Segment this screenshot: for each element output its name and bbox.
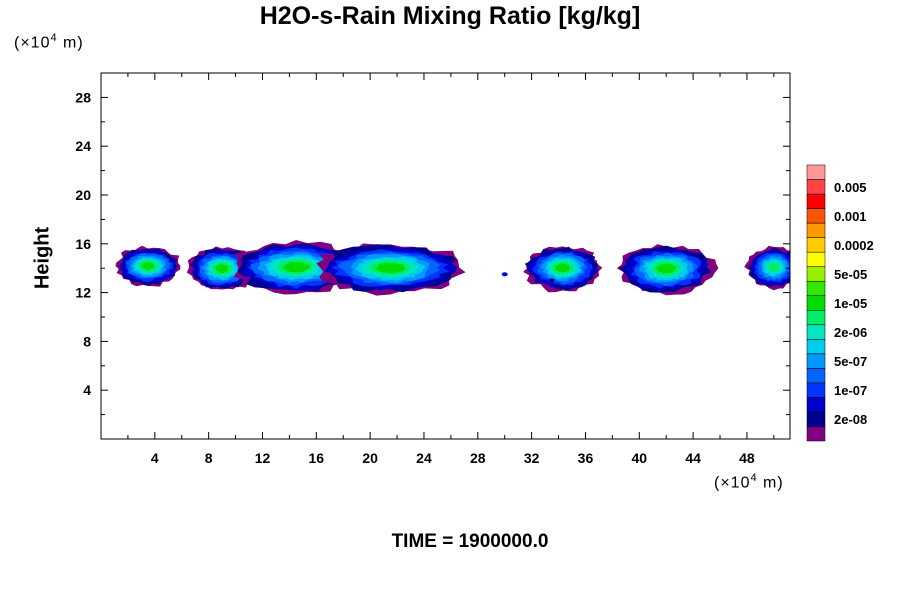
colorbar-label: 0.001 <box>834 209 867 224</box>
contour-level-9 <box>215 263 229 274</box>
colorbar-swatch <box>806 368 826 384</box>
contour-level-8 <box>767 262 780 272</box>
colorbar-label: 1e-05 <box>834 296 867 311</box>
x-tick-label: 24 <box>416 450 432 466</box>
x-axis-unit: (×104 m) <box>714 472 784 492</box>
x-tick-label: 36 <box>578 450 594 466</box>
rain-cell-5 <box>523 246 603 293</box>
x-tick-label: 8 <box>205 450 213 466</box>
colorbar-label: 5e-07 <box>834 354 867 369</box>
colorbar-swatch <box>806 353 826 369</box>
colorbar-swatch <box>806 324 826 340</box>
rain-cell-4 <box>316 243 466 296</box>
colorbar-label: 0.0002 <box>834 238 874 253</box>
x-tick-label: 32 <box>524 450 540 466</box>
colorbar-swatch <box>806 237 826 253</box>
colorbar-label: 2e-06 <box>834 325 867 340</box>
colorbar-label: 5e-05 <box>834 267 867 282</box>
y-tick-label: 12 <box>75 285 91 301</box>
time-label: TIME = 1900000.0 <box>391 531 549 552</box>
colorbar-swatch <box>806 411 826 427</box>
colorbar-swatch <box>806 397 826 413</box>
colorbar-label: 2e-08 <box>834 412 867 427</box>
y-tick-label: 28 <box>75 89 91 105</box>
colorbar-swatch <box>806 280 826 296</box>
colorbar-swatch <box>806 222 826 238</box>
y-tick-label: 4 <box>83 382 91 398</box>
x-tick-label: 40 <box>631 450 647 466</box>
colorbar-swatch <box>806 164 826 180</box>
colorbar-swatch <box>806 295 826 311</box>
colorbar-swatch <box>806 193 826 209</box>
plot-frame <box>100 72 791 440</box>
contour-level-9 <box>141 261 155 271</box>
x-tick-label: 48 <box>739 450 755 466</box>
y-tick-label: 20 <box>75 187 91 203</box>
contour-level-9 <box>656 263 677 274</box>
y-tick-label: 8 <box>83 333 91 349</box>
chart-title: H2O-s-Rain Mixing Ratio [kg/kg] <box>259 2 641 30</box>
rain-cell-2 <box>186 246 255 290</box>
x-tick-label: 44 <box>685 450 701 466</box>
contour-level-9 <box>555 263 571 273</box>
rain-cell-1 <box>115 245 181 287</box>
rain-cell-6 <box>616 244 719 296</box>
colorbar-label: 0.005 <box>834 180 867 195</box>
contour-level-9 <box>375 262 406 274</box>
y-tick-label: 24 <box>75 138 91 154</box>
y-tick-label: 16 <box>75 236 91 252</box>
x-tick-label: 16 <box>309 450 325 466</box>
colorbar-swatch <box>806 208 826 224</box>
colorbar-swatch <box>806 310 826 326</box>
rain-speck-2 <box>548 278 555 283</box>
x-tick-label: 20 <box>362 450 378 466</box>
y-axis-unit: (×104 m) <box>14 32 84 52</box>
colorbar-swatch <box>806 266 826 282</box>
colorbar-legend: 2e-08 1e-07 5e-07 2e-06 1e-05 5e-05 0.0002 0.00… <box>806 164 874 442</box>
x-tick-label: 28 <box>470 450 486 466</box>
colorbar-swatch <box>806 382 826 398</box>
rain-field-layer <box>115 240 790 296</box>
colorbar-label: 1e-07 <box>834 383 867 398</box>
colorbar-swatch <box>806 179 826 195</box>
x-tick-label: 4 <box>151 450 159 466</box>
contour-level-9 <box>283 261 310 273</box>
colorbar-swatch <box>806 339 826 355</box>
x-tick-label: 12 <box>255 450 271 466</box>
rain-speck-1 <box>501 272 508 277</box>
colorbar-swatch <box>806 426 826 442</box>
rain-cell-7 <box>744 245 790 291</box>
colorbar-swatch <box>806 251 826 267</box>
